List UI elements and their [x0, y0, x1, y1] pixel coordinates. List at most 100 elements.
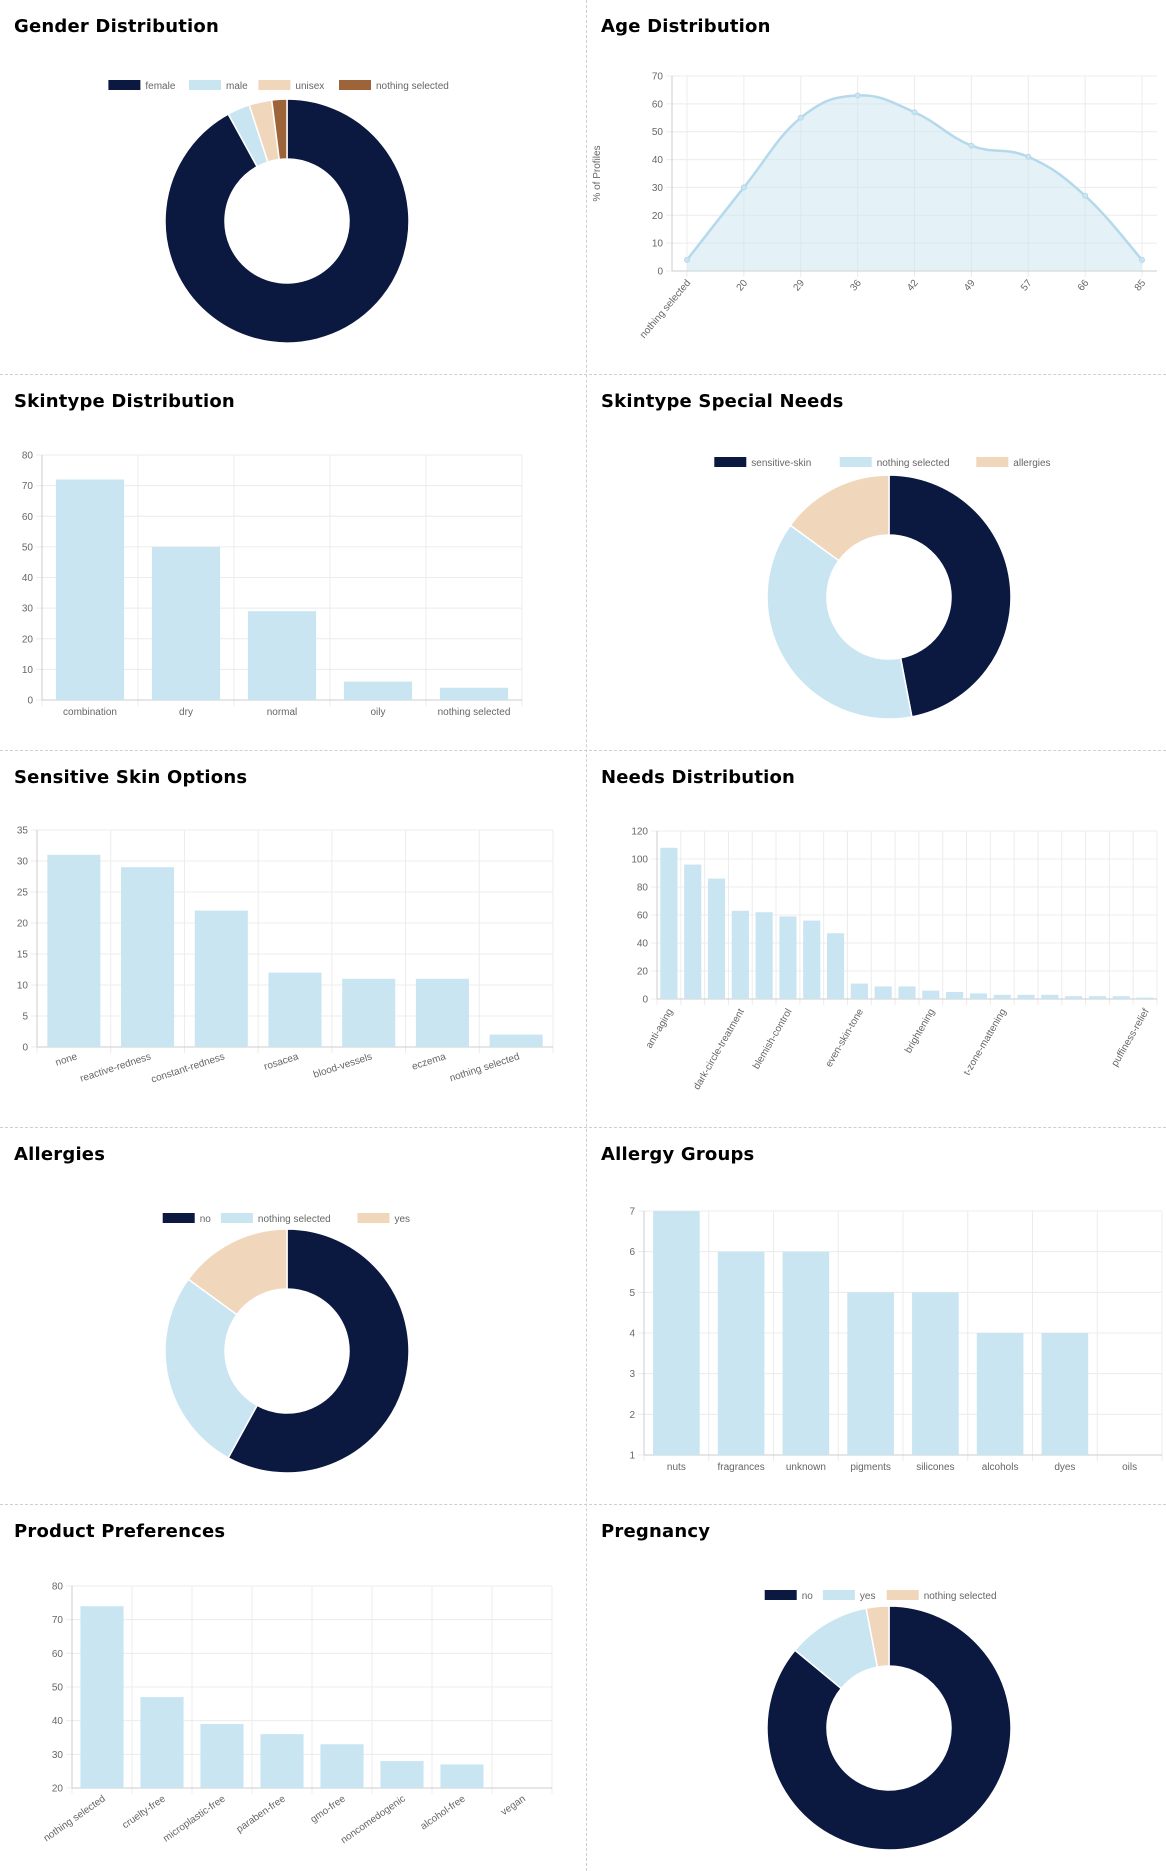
y-tick-label: 2 — [629, 1410, 635, 1421]
point-57 — [1025, 153, 1032, 160]
x-tick-label-brightening: brightening — [903, 1007, 937, 1055]
point-36 — [854, 92, 861, 99]
legend-label-nothing-selected: nothing selected — [258, 1214, 331, 1225]
chart-title: Sensitive Skin Options — [14, 767, 248, 788]
x-tick-label-combination: combination — [63, 707, 117, 718]
x-tick-label-blood-vessels: blood-vessels — [312, 1051, 374, 1080]
legend-label-unisex: unisex — [295, 81, 324, 92]
x-tick-label-reactive-redness: reactive-redness — [79, 1051, 153, 1084]
legend-label-no: no — [802, 1591, 814, 1602]
x-tick-label-vegan: vegan — [499, 1793, 528, 1818]
slice-nothing-selected — [164, 1278, 259, 1459]
skintype-special-needs-panel: Skintype Special Needs sensitive-skin not… — [587, 375, 1166, 750]
x-tick-label-cruelty-free: cruelty-free — [120, 1793, 168, 1831]
chart-title: Skintype Special Needs — [601, 391, 844, 412]
legend-label-nothing-selected: nothing selected — [376, 81, 449, 92]
y-tick-label: 100 — [631, 855, 648, 866]
age-distribution-chart: 0 10 20 30 40 50 60 70 nothing selected 20 29 36 42 4… — [592, 72, 1157, 341]
y-tick-label: 0 — [27, 696, 33, 707]
skintype-distribution-chart: 0 10 20 30 40 50 60 70 80 combination dry normal oil… — [22, 451, 523, 718]
bar-item-15 — [1017, 994, 1035, 999]
y-tick-label: 60 — [52, 1649, 64, 1660]
bar-anti-aging — [660, 847, 678, 999]
legend-swatch-nothing-selected — [220, 1213, 253, 1223]
bar-pigments — [847, 1292, 894, 1455]
bar-item-19 — [1112, 996, 1130, 999]
bar-nuts — [653, 1211, 700, 1455]
x-tick-label-paraben-free: paraben-free — [235, 1793, 289, 1835]
bar-item-13 — [969, 993, 987, 999]
y-tick-label: 40 — [22, 573, 34, 584]
x-tick-label-20: 20 — [735, 278, 751, 294]
point-20 — [740, 184, 747, 191]
bar-dark-circle-treatment — [731, 910, 749, 999]
y-tick-label: 10 — [17, 981, 29, 992]
bar-nothing-selected — [439, 687, 509, 700]
y-tick-label: 25 — [17, 888, 29, 899]
x-tick-label-t-zone-mattening: t-zone-mattening — [962, 1007, 1009, 1077]
sensitive-skin-options-panel: Sensitive Skin Options 0 5 10 15 20 25 30 35 non… — [0, 751, 586, 1127]
x-tick-label-normal: normal — [267, 707, 298, 718]
row-divider — [0, 374, 1166, 375]
x-tick-label-eczema: eczema — [411, 1051, 448, 1072]
x-tick-label-noncomedogenic: noncomedogenic — [339, 1793, 408, 1846]
bar-combination — [55, 479, 125, 700]
y-tick-label: 30 — [22, 604, 34, 615]
y-tick-label: 15 — [17, 950, 29, 961]
x-tick-label-36: 36 — [848, 278, 864, 294]
y-tick-label: 20 — [52, 1784, 64, 1795]
y-tick-label: 80 — [637, 883, 649, 894]
legend-label-no: no — [200, 1214, 212, 1225]
x-tick-label-none: none — [54, 1051, 79, 1068]
chart-title: Product Preferences — [14, 1521, 226, 1542]
legend-swatch-nothing-selected — [339, 80, 371, 90]
x-tick-label-29: 29 — [791, 278, 807, 294]
pregnancy-panel: Pregnancy no yes nothing selected — [587, 1505, 1166, 1871]
x-tick-label-unknown: unknown — [786, 1462, 826, 1473]
x-tick-label-gmo-free: gmo-free — [309, 1793, 348, 1825]
bar-gmo-free — [320, 1744, 364, 1788]
bar-microplastic-free — [200, 1724, 244, 1788]
point-nothing-selected — [684, 256, 690, 263]
bar-eczema — [415, 978, 469, 1047]
slice-nothing-selected — [865, 1605, 890, 1668]
point-42 — [911, 109, 918, 116]
allergy-groups-panel: Allergy Groups 1 2 3 4 5 6 7 nuts fragrances unkn… — [587, 1128, 1166, 1504]
x-tick-label-nothing-selected: nothing selected — [638, 278, 693, 341]
allergies-panel: Allergies no nothing selected yes — [0, 1128, 586, 1504]
point-49 — [968, 142, 975, 149]
y-tick-label: 70 — [22, 481, 34, 492]
chart-title: Allergy Groups — [601, 1144, 755, 1165]
pregnancy-chart: no yes nothing selected — [764, 1590, 1012, 1851]
bar-item-9 — [874, 986, 892, 999]
x-tick-label-49: 49 — [962, 278, 978, 294]
allergy-groups-chart: 1 2 3 4 5 6 7 nuts fragrances unknown pigments sili… — [629, 1207, 1163, 1473]
x-tick-label-puffiness-relief: puffiness-relief — [1110, 1007, 1152, 1069]
legend-swatch-female — [108, 80, 141, 90]
y-tick-label: 10 — [652, 239, 664, 250]
bar-item-4 — [755, 912, 773, 999]
product-preferences-chart: 20 30 40 50 60 70 80 nothing selected cruelty-fr… — [42, 1582, 553, 1846]
x-tick-label-rosacea: rosacea — [263, 1051, 301, 1073]
bar-item-18 — [1088, 996, 1107, 999]
bar-item-12 — [946, 992, 964, 999]
legend-swatch-no — [764, 1590, 797, 1600]
y-tick-label: 4 — [629, 1329, 635, 1340]
y-tick-label: 40 — [52, 1716, 64, 1727]
x-tick-label-nothing-selected: nothing selected — [42, 1793, 108, 1844]
y-tick-label: 60 — [652, 99, 664, 110]
legend-label-yes: yes — [395, 1214, 411, 1225]
x-tick-label-42: 42 — [905, 278, 921, 294]
slice-allergies — [789, 474, 890, 562]
x-tick-label-nothing-selected: nothing selected — [438, 707, 511, 718]
legend-swatch-nothing-selected — [886, 1590, 919, 1600]
y-tick-label: 50 — [22, 542, 34, 553]
legend-swatch-nothing-selected — [839, 457, 872, 467]
bar-t-zone-mattening — [993, 994, 1011, 999]
y-tick-label: 1 — [629, 1451, 635, 1462]
bar-none — [47, 854, 101, 1047]
point-85 — [1139, 256, 1145, 263]
chart-title: Gender Distribution — [14, 16, 219, 37]
y-tick-label: 120 — [631, 827, 648, 838]
x-tick-label-silicones: silicones — [916, 1462, 954, 1473]
